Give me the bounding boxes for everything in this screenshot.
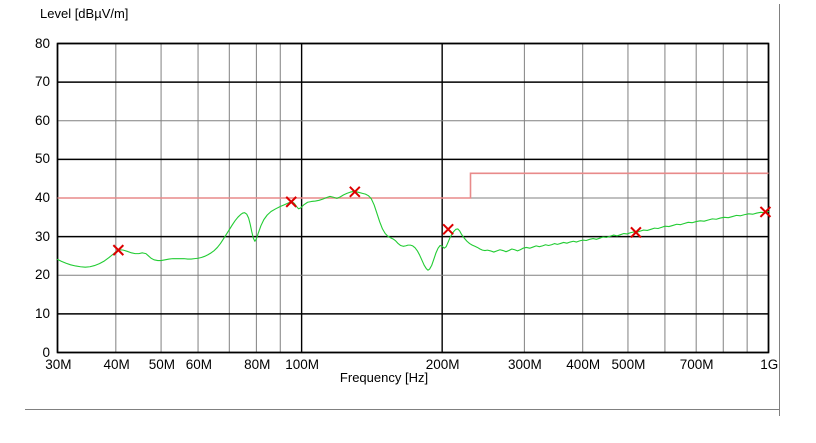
- x-tick-label-300M: 300M: [507, 356, 542, 372]
- peak-marker-2: [285, 196, 297, 208]
- peak-marker-5: [630, 226, 642, 239]
- x-tick-label-1G: 1G: [760, 356, 779, 372]
- x-tick-label-60M: 60M: [185, 356, 212, 372]
- y-tick-label-10: 10: [34, 305, 50, 321]
- y-axis-title: Level [dBµV/m]: [40, 6, 129, 21]
- y-tick-label-60: 60: [34, 112, 50, 128]
- peak-marker-6: [759, 206, 772, 218]
- right-margin-rule: [779, 4, 780, 416]
- x-tick-label-30M: 30M: [45, 356, 72, 372]
- y-tick-label-40: 40: [34, 190, 50, 205]
- x-tick-label-80M: 80M: [244, 356, 271, 372]
- y-tick-label-50: 50: [34, 151, 50, 167]
- y-tick-label-0: 0: [42, 344, 50, 360]
- limit-line-trace: [57, 172, 769, 199]
- peak-marker-group: [112, 186, 772, 256]
- footer-divider-rule: [25, 409, 780, 410]
- y-tick-label-80: 80: [34, 35, 50, 51]
- x-tick-label-40M: 40M: [103, 356, 130, 372]
- x-tick-label-700M: 700M: [679, 356, 714, 372]
- peak-marker-1: [112, 244, 125, 256]
- y-tick-label-70: 70: [34, 74, 50, 90]
- x-axis-title: Frequency [Hz]: [339, 370, 429, 385]
- x-tick-label-200M: 200M: [425, 356, 460, 372]
- y-tick-label-30: 30: [34, 228, 50, 244]
- x-tick-label-500M: 500M: [611, 356, 646, 372]
- x-tick-label-100M: 100M: [285, 356, 319, 372]
- peak-marker-4: [442, 223, 454, 235]
- measured-emission-trace: [56, 190, 770, 271]
- peak-marker-3: [349, 186, 361, 198]
- y-tick-label-20: 20: [34, 267, 50, 283]
- x-tick-label-400M: 400M: [566, 356, 601, 372]
- x-tick-label-50M: 50M: [148, 356, 176, 372]
